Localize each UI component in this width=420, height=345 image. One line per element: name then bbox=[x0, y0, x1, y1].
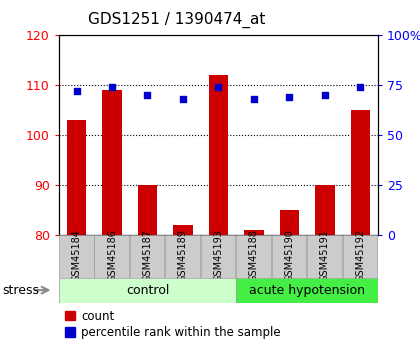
Point bbox=[180, 96, 186, 101]
Bar bbox=[315, 185, 335, 235]
Text: GSM45192: GSM45192 bbox=[355, 229, 365, 282]
Bar bbox=[244, 230, 264, 235]
Bar bbox=[236, 278, 378, 303]
Text: stress: stress bbox=[2, 284, 39, 297]
Point bbox=[144, 92, 151, 97]
Text: GSM45190: GSM45190 bbox=[284, 229, 294, 282]
Text: GDS1251 / 1390474_at: GDS1251 / 1390474_at bbox=[88, 12, 265, 28]
Text: control: control bbox=[126, 284, 169, 297]
Text: GSM45188: GSM45188 bbox=[249, 229, 259, 282]
Bar bbox=[138, 185, 157, 235]
Point bbox=[109, 84, 116, 89]
Bar bbox=[173, 225, 193, 235]
Bar bbox=[307, 235, 342, 278]
Bar bbox=[209, 75, 228, 235]
Bar bbox=[351, 110, 370, 235]
Bar bbox=[102, 89, 122, 235]
Point bbox=[215, 84, 222, 89]
Bar bbox=[67, 120, 86, 235]
Bar bbox=[272, 235, 306, 278]
Point bbox=[286, 94, 293, 99]
Text: GSM45191: GSM45191 bbox=[320, 229, 330, 282]
Text: GSM45189: GSM45189 bbox=[178, 229, 188, 282]
Point bbox=[250, 96, 257, 101]
Bar bbox=[165, 235, 200, 278]
Text: GSM45184: GSM45184 bbox=[71, 229, 81, 282]
Text: GSM45187: GSM45187 bbox=[142, 229, 152, 282]
Text: GSM45186: GSM45186 bbox=[107, 229, 117, 282]
Point bbox=[73, 88, 80, 93]
Bar bbox=[236, 235, 271, 278]
Text: GSM45193: GSM45193 bbox=[213, 229, 223, 282]
Bar bbox=[59, 235, 94, 278]
Point bbox=[357, 84, 364, 89]
Bar bbox=[94, 235, 129, 278]
Bar bbox=[201, 235, 236, 278]
Bar bbox=[130, 235, 165, 278]
Text: acute hypotension: acute hypotension bbox=[249, 284, 365, 297]
Point bbox=[321, 92, 328, 97]
Bar bbox=[343, 235, 377, 278]
Bar bbox=[280, 209, 299, 235]
Legend: count, percentile rank within the sample: count, percentile rank within the sample bbox=[65, 309, 281, 339]
Bar bbox=[59, 278, 236, 303]
